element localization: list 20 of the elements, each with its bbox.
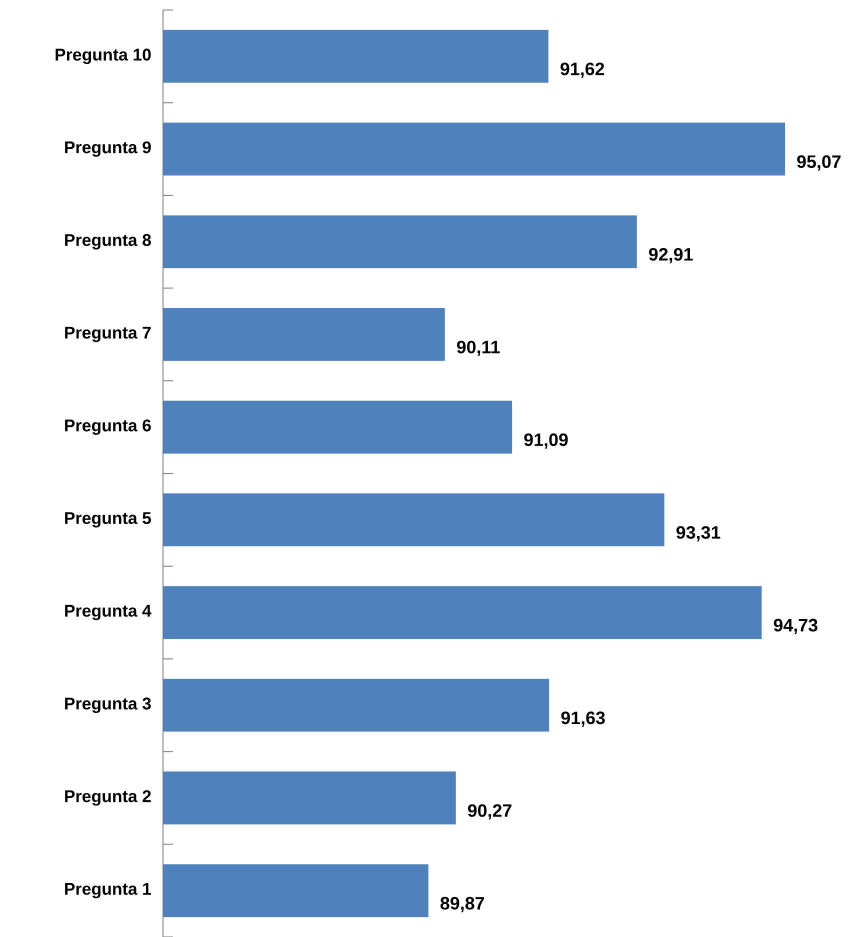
- data-label: 91,09: [524, 433, 568, 449]
- data-label: 93,31: [676, 526, 720, 542]
- y-tick-label: Pregunta 5: [65, 512, 151, 528]
- data-label: 89,87: [440, 896, 484, 912]
- data-label: 94,73: [774, 618, 818, 634]
- y-tick-label: Pregunta 7: [65, 326, 151, 342]
- y-tick-label: Pregunta 9: [65, 141, 151, 157]
- data-label: 92,91: [649, 248, 693, 264]
- data-label: 91,63: [561, 712, 605, 727]
- data-label: 91,62: [560, 62, 604, 78]
- data-label: 90,11: [457, 340, 500, 356]
- y-tick-label: Pregunta 4: [65, 604, 152, 620]
- y-tick-label: Pregunta 6: [65, 419, 151, 435]
- y-tick-label: Pregunta 2: [65, 790, 151, 806]
- y-tick-label: Pregunta 8: [65, 234, 151, 250]
- y-tick-label: Pregunta 1: [65, 883, 151, 898]
- data-label: 95,07: [797, 155, 841, 171]
- data-label: 90,27: [468, 804, 512, 820]
- y-tick-label: Pregunta 10: [56, 48, 151, 64]
- y-tick-label: Pregunta 3: [65, 698, 151, 713]
